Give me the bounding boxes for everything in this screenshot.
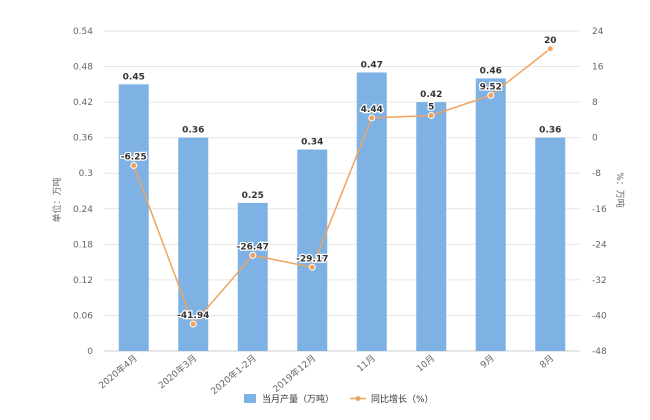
y-left-tick-label: 0.24 xyxy=(73,205,93,215)
x-tick-label: 2020年4月 xyxy=(96,352,139,391)
line-point xyxy=(189,320,197,328)
legend-line-label: 同比增长（%） xyxy=(371,393,434,405)
y-left-tick-label: 0.36 xyxy=(73,134,93,144)
line-point xyxy=(487,91,495,99)
x-tick-label: 11月 xyxy=(355,353,378,375)
y-right-tick-label: -24 xyxy=(592,240,607,250)
y-right-tick-label: 0 xyxy=(592,134,598,144)
y-right-tick-label: 24 xyxy=(592,27,604,37)
x-tick-label: 9月 xyxy=(478,353,496,371)
line-series: -6.25 -41.94 -26.47 -29.17 4.44 5 9.52 20 xyxy=(120,35,558,328)
line-value-label: -6.25 xyxy=(121,152,147,162)
y-right-axis-title: %：万吨 xyxy=(614,172,626,208)
x-tick-label: 2020年3月 xyxy=(156,352,199,391)
x-tick-label: 10月 xyxy=(414,353,437,375)
line-value-label: 9.52 xyxy=(480,82,502,92)
y-right-tick-label: -32 xyxy=(592,276,607,286)
x-tick-label: 2020年1-2月 xyxy=(208,352,258,397)
y-left-tick-label: 0.48 xyxy=(73,63,93,73)
x-tick-label: 2019年12月 xyxy=(270,352,318,395)
line-value-label: -41.94 xyxy=(177,311,209,321)
y-left-tick-label: 0.12 xyxy=(73,276,93,286)
y-left-tick-label: 0.18 xyxy=(73,240,93,250)
bar-series: 0.45 0.36 0.25 0.34 0.47 0.42 0.46 0.36 xyxy=(118,60,566,352)
y-left-tick-label: 0.3 xyxy=(79,169,93,179)
y-right-tick-label: -40 xyxy=(592,311,607,321)
line-point xyxy=(308,263,316,271)
legend: 当月产量（万吨） 同比增长（%） xyxy=(244,393,434,405)
y-left-axis-title: 单位：万吨 xyxy=(51,177,63,222)
line-point xyxy=(546,45,554,53)
y-right-tick-label: 16 xyxy=(592,63,604,73)
line-value-label: 4.44 xyxy=(361,105,383,115)
bar xyxy=(237,202,268,351)
bar-value-label: 0.45 xyxy=(123,72,145,82)
y-left-tick-label: 0.06 xyxy=(73,311,93,321)
bar xyxy=(178,137,209,351)
line-value-label: 5 xyxy=(428,102,434,112)
y-left-tick-label: 0.42 xyxy=(73,98,93,108)
y-right-tick-label: -16 xyxy=(592,205,607,215)
bar xyxy=(475,78,506,351)
x-tick-label: 8月 xyxy=(538,353,556,371)
growth-line xyxy=(133,48,551,326)
bar-value-label: 0.46 xyxy=(480,66,502,76)
line-value-label: 20 xyxy=(544,36,557,46)
bar-value-label: 0.42 xyxy=(420,90,442,100)
bar-value-label: 0.36 xyxy=(182,126,204,136)
y-left-tick-label: 0.54 xyxy=(73,27,93,37)
bar xyxy=(118,84,149,351)
y-right-tick-label: -48 xyxy=(592,347,607,357)
y-right-tick-label: 8 xyxy=(592,98,598,108)
bar-value-label: 0.25 xyxy=(242,191,264,201)
line-point xyxy=(427,111,435,119)
line-value-label: -29.17 xyxy=(296,254,328,264)
bar xyxy=(416,102,447,351)
bar-value-label: 0.36 xyxy=(539,126,561,136)
bar xyxy=(297,149,328,351)
y-right-tick-label: -8 xyxy=(592,169,601,179)
line-point xyxy=(130,161,138,169)
legend-bar-swatch xyxy=(244,394,256,403)
legend-bar-label: 当月产量（万吨） xyxy=(262,393,334,405)
y-left-tick-label: 0 xyxy=(87,347,93,357)
line-point xyxy=(368,114,376,122)
bar xyxy=(535,137,566,351)
legend-line-marker xyxy=(355,396,361,401)
line-point xyxy=(249,251,257,259)
bar-value-label: 0.34 xyxy=(301,138,323,148)
bar-value-label: 0.47 xyxy=(361,60,383,70)
line-value-label: -26.47 xyxy=(237,242,269,252)
